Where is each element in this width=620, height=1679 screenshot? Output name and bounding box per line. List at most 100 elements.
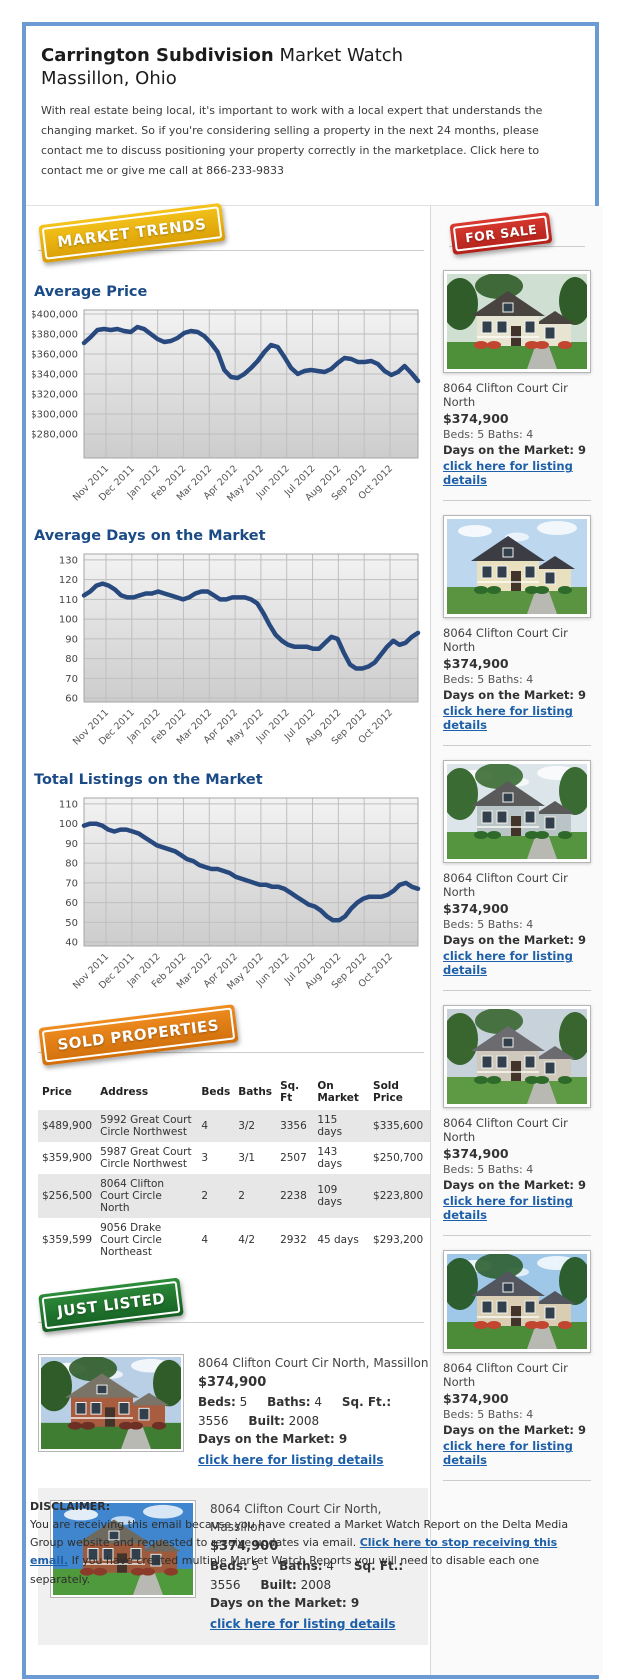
baths-label: Baths:	[279, 1558, 323, 1573]
disclaimer-text-after: If you have created multiple Market Watc…	[30, 1554, 540, 1586]
table-row: $359,900 5987 Great Court Circle Northwe…	[38, 1142, 430, 1174]
svg-text:120: 120	[59, 576, 78, 587]
listing-photo	[38, 1354, 184, 1453]
svg-text:40: 40	[65, 938, 78, 949]
page-subtitle: Massillon, Ohio	[41, 68, 177, 90]
svg-text:130: 130	[59, 556, 78, 567]
newsletter-frame: Carrington Subdivision Market Watch Mass…	[22, 22, 603, 1679]
listing-photo	[443, 515, 591, 619]
average-price-title: Average Price	[34, 284, 148, 301]
listing-photo	[443, 270, 591, 374]
listing-price: $374,900	[210, 1538, 279, 1554]
listing-address: 8064 Clifton Court Cir North	[443, 871, 568, 900]
average-days-section: Average Days on the Market 130 120 110 100 9…	[32, 528, 430, 756]
listing-details-link[interactable]: click here for listing details	[443, 949, 573, 978]
disclaimer: DISCLAIMER: You are receiving this email…	[30, 1498, 595, 1589]
divider	[38, 1052, 424, 1054]
svg-text:60: 60	[65, 694, 78, 705]
listing-price: $374,900	[198, 1375, 267, 1391]
sold-properties-badge-label: SOLD PROPERTIES	[41, 1007, 235, 1063]
for-sale-listing: 8064 Clifton Court Cir North $374,900 Be…	[443, 752, 591, 992]
listing-info: 8064 Clifton Court Cir North, Massillon …	[198, 1354, 430, 1469]
sold-properties-table: Price Address Beds Baths Sq. Ft On Marke…	[38, 1074, 430, 1262]
listing-beds-baths: Beds: 5 Baths: 4	[443, 918, 534, 932]
for-sale-listing: 8064 Clifton Court Cir North $374,900 Be…	[443, 262, 591, 502]
cell-beds: 4	[201, 1120, 209, 1133]
beds-label: Beds:	[198, 1395, 236, 1410]
sqft-value: 3556	[198, 1413, 229, 1428]
for-sale-listing: 8064 Clifton Court Cir North $374,900 Be…	[443, 1242, 591, 1482]
listing-address: 8064 Clifton Court Cir North	[443, 1361, 568, 1390]
listing-details-link[interactable]: click here for listing details	[443, 459, 573, 488]
listing-address: 8064 Clifton Court Cir North, Massillon	[210, 1501, 382, 1535]
listing-price: $374,900	[443, 901, 509, 917]
listing-photo	[443, 1250, 591, 1354]
for-sale-listing: 8064 Clifton Court Cir North $374,900 Be…	[443, 507, 591, 747]
market-trends-header: MARKET TRENDS	[32, 203, 430, 268]
svg-text:$340,000: $340,000	[32, 370, 78, 381]
cell-price: $359,900	[42, 1152, 93, 1165]
unsubscribe-link[interactable]: Click here to stop receiving this email.	[30, 1536, 558, 1568]
svg-text:110: 110	[59, 595, 78, 606]
svg-text:$360,000: $360,000	[32, 350, 78, 361]
content-columns: MARKET TRENDS Average Price $400,000 $380…	[26, 203, 603, 1676]
listing-specs: Beds: 5 Baths: 4 Sq. Ft.: 3556 Built: 20…	[198, 1393, 430, 1430]
table-row: $256,500 8064 Clifton Court Circle North…	[38, 1174, 430, 1219]
listing-price: $374,900	[443, 411, 509, 427]
svg-text:80: 80	[65, 859, 78, 870]
svg-text:100: 100	[59, 820, 78, 831]
col-sold-price: Sold Price	[373, 1080, 403, 1105]
beds-label: Beds:	[210, 1558, 248, 1573]
beds-value: 5	[239, 1395, 248, 1410]
house-photo	[447, 274, 587, 370]
cell-sqft: 2238	[280, 1190, 307, 1203]
total-listings-title: Total Listings on the Market	[34, 772, 263, 789]
just-listed-header: JUST LISTED	[32, 1277, 430, 1340]
page-title-bold: Carrington Subdivision	[41, 45, 274, 66]
listing-details-link[interactable]: click here for listing details	[198, 1453, 384, 1467]
listing-days-on-market: Days on the Market: 9	[443, 933, 586, 948]
listing-days-on-market: Days on the Market: 9	[198, 1432, 348, 1447]
svg-text:110: 110	[59, 800, 78, 811]
listing-address: 8064 Clifton Court Cir North, Massillon	[198, 1356, 429, 1371]
svg-text:90: 90	[65, 635, 78, 646]
listing-price: $374,900	[443, 1391, 509, 1407]
disclaimer-text-before: You are receiving this email because you…	[30, 1518, 569, 1550]
cell-baths: 4/2	[238, 1234, 256, 1247]
listing-details-link[interactable]: click here for listing details	[443, 1439, 573, 1468]
disclaimer-heading: DISCLAIMER:	[30, 1500, 111, 1513]
listing-details-link[interactable]: click here for listing details	[210, 1616, 396, 1631]
svg-text:100: 100	[59, 615, 78, 626]
listing-beds-baths: Beds: 5 Baths: 4	[443, 673, 534, 687]
cell-sqft: 3356	[280, 1120, 307, 1133]
col-beds: Beds	[201, 1086, 231, 1099]
page-title-regular: Market Watch	[273, 45, 404, 66]
cell-sqft: 2932	[280, 1234, 307, 1247]
col-baths: Baths	[238, 1086, 273, 1099]
house-photo	[447, 1009, 587, 1105]
just-listed-badge: JUST LISTED	[38, 1277, 185, 1334]
cell-sold-price: $335,600	[373, 1120, 424, 1133]
listing-address: 8064 Clifton Court Cir North	[443, 381, 568, 410]
svg-text:70: 70	[65, 879, 78, 890]
baths-label: Baths:	[267, 1395, 311, 1410]
average-days-title: Average Days on the Market	[34, 528, 266, 545]
col-sqft: Sq. Ft	[280, 1080, 300, 1105]
baths-value: 4	[326, 1558, 335, 1573]
listing-beds-baths: Beds: 5 Baths: 4	[443, 1163, 534, 1177]
table-header-row: Price Address Beds Baths Sq. Ft On Marke…	[38, 1074, 430, 1110]
divider	[38, 1322, 424, 1324]
listing-details-link[interactable]: click here for listing details	[443, 1194, 573, 1223]
svg-text:50: 50	[65, 918, 78, 929]
sqft-label: Sq. Ft.:	[353, 1558, 404, 1573]
cell-price: $256,500	[42, 1190, 93, 1203]
listing-details-link[interactable]: click here for listing details	[443, 704, 573, 733]
svg-text:80: 80	[65, 655, 78, 666]
cell-sold-price: $250,700	[373, 1152, 424, 1165]
table-row: $359,599 9056 Drake Court Circle Northea…	[38, 1218, 430, 1262]
cell-beds: 2	[201, 1190, 209, 1203]
for-sale-badge: FOR SALE	[449, 212, 553, 256]
cell-address: 5987 Great Court Circle Northwest	[100, 1146, 192, 1171]
